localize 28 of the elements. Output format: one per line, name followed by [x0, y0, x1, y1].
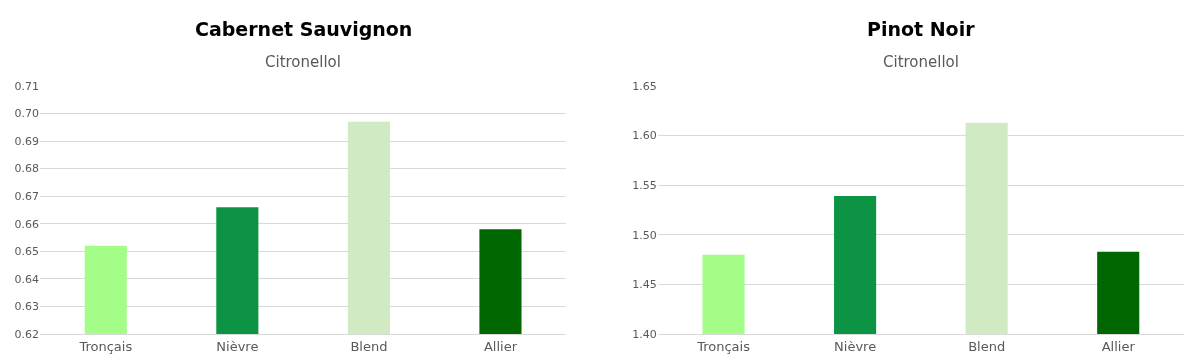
- y-tick-label: 0.62: [14, 327, 39, 341]
- y-tick-label: 0.71: [14, 79, 39, 93]
- y-tick-label: 1.65: [632, 79, 657, 93]
- y-tick-label: 0.68: [14, 162, 39, 176]
- chart-subtitle: Citronellol: [265, 53, 341, 71]
- x-tick-label: Tronçais: [78, 338, 133, 354]
- y-tick-label: 1.55: [632, 179, 657, 193]
- chart-title: Cabernet Sauvignon: [195, 18, 413, 40]
- y-tick-label: 1.45: [632, 278, 657, 292]
- y-tick-label: 0.65: [14, 245, 39, 259]
- y-tick-label: 0.70: [14, 107, 39, 121]
- x-tick-label: Blend: [968, 338, 1006, 354]
- chart-subtitle: Citronellol: [883, 53, 959, 71]
- x-tick-label: Nièvre: [216, 338, 259, 354]
- x-tick-label: Allier: [483, 338, 518, 354]
- chart-title: Pinot Noir: [867, 18, 976, 40]
- x-tick-label: Tronçais: [696, 338, 751, 354]
- x-tick-label: Blend: [350, 338, 388, 354]
- y-tick-label: 0.63: [14, 300, 39, 314]
- y-tick-label: 1.50: [632, 228, 657, 242]
- y-tick-label: 0.66: [14, 217, 39, 231]
- y-tick-label: 1.60: [632, 129, 657, 143]
- y-tick-label: 0.69: [14, 134, 39, 148]
- x-tick-label: Allier: [1101, 338, 1136, 354]
- y-tick-label: 1.40: [632, 327, 657, 341]
- y-tick-label: 0.64: [14, 272, 39, 286]
- x-tick-label: Nièvre: [834, 338, 877, 354]
- y-tick-label: 0.67: [14, 190, 39, 204]
